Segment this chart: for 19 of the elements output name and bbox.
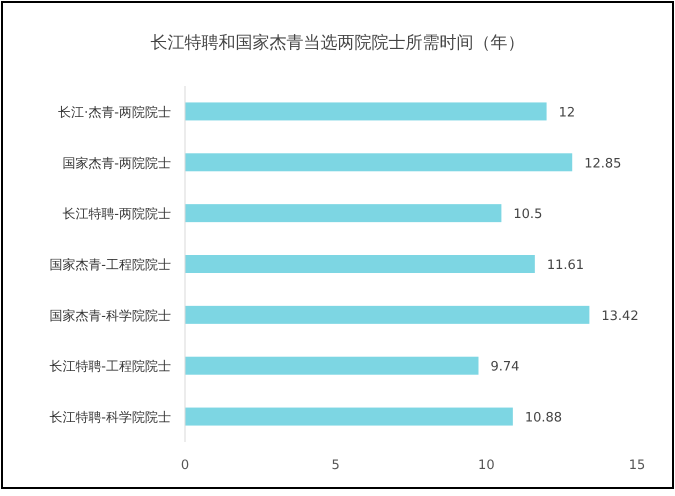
y-tick-label: 长江特聘-工程院院士 [49,360,171,375]
y-tick-label: 国家杰青-科学院院士 [49,308,171,324]
data-label: 10.88 [524,410,562,426]
x-tick-label: 15 [628,458,646,473]
y-tick-label: 长江特聘-两院院士 [62,207,171,222]
data-label: 12.85 [584,156,622,172]
data-label: 9.74 [490,360,520,375]
data-label: 12 [558,105,576,120]
x-tick-label: 10 [478,458,495,473]
x-tick-label: 5 [332,458,340,473]
y-tick-label: 长江特聘-科学院院士 [49,410,171,426]
x-tick-label: 0 [180,458,190,473]
y-tick-label: 国家杰青-两院院士 [62,155,171,172]
data-label: 10.5 [513,207,542,222]
chart-title: 长江特聘和国家杰青当选两院院士所需时间（年） [150,33,524,53]
data-label: 13.42 [601,308,639,324]
y-tick-label: 长江·杰青-两院院士 [58,105,171,120]
y-tick-label: 国家杰青-工程院院士 [49,257,171,273]
data-label: 11.61 [546,258,584,273]
